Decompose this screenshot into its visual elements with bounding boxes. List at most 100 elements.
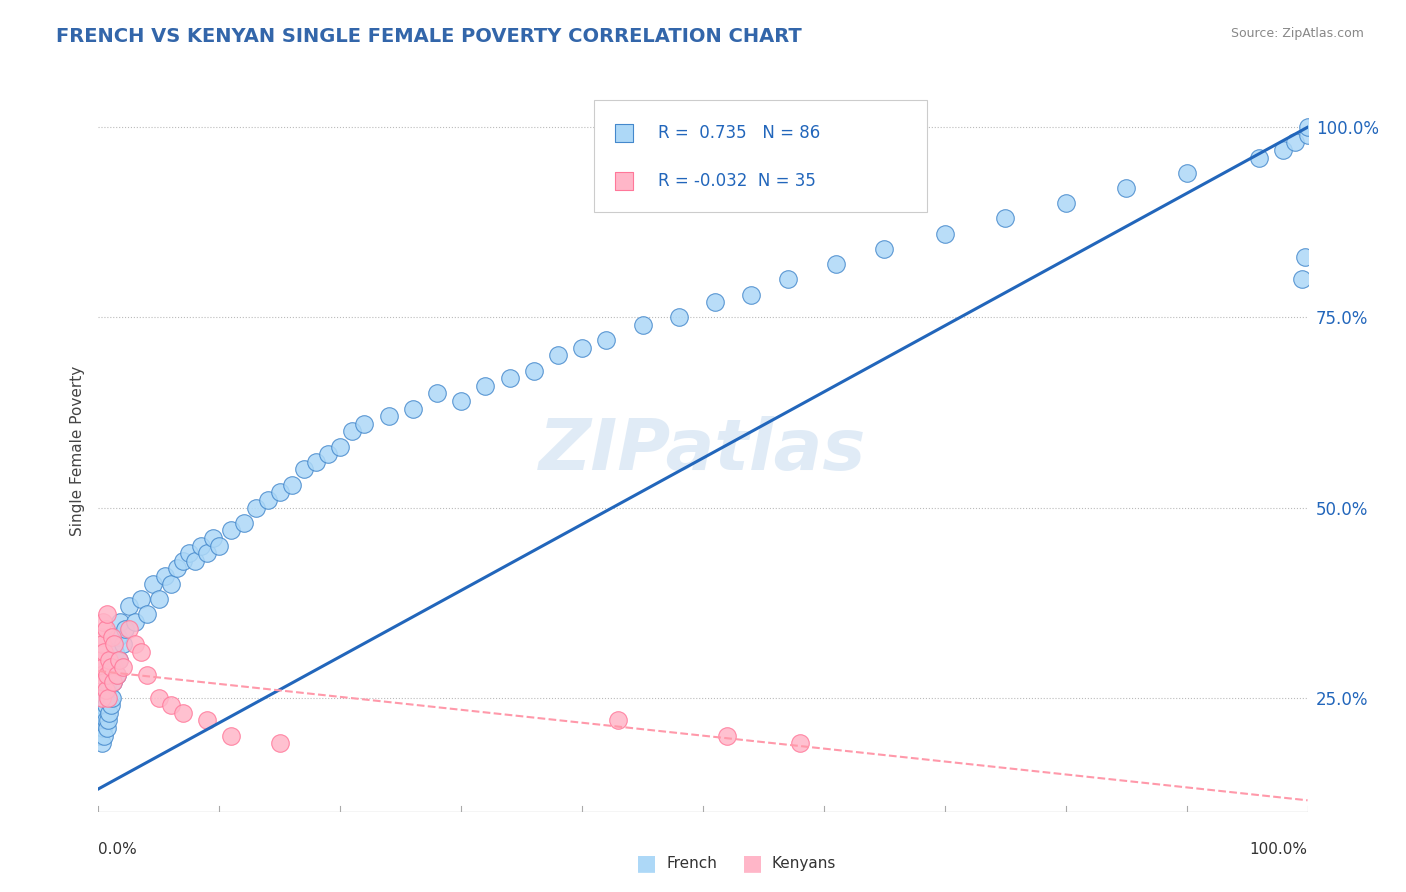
Point: [166, 561, 188, 575]
Text: Source: ZipAtlas.com: Source: ZipAtlas.com: [1230, 27, 1364, 40]
Point: [104, 645, 127, 659]
Point: [1115, 181, 1137, 195]
Point: [94, 683, 117, 698]
Point: [91, 721, 114, 735]
Point: [114, 622, 136, 636]
Point: [98, 668, 121, 682]
Point: [108, 652, 131, 666]
Point: [97, 714, 120, 728]
Point: [89, 729, 111, 743]
Text: ■: ■: [742, 854, 762, 873]
Point: [94, 698, 117, 713]
Text: 0.0%: 0.0%: [98, 842, 138, 857]
Point: [934, 227, 956, 241]
Point: [190, 539, 212, 553]
Point: [716, 729, 738, 743]
Point: [94, 622, 117, 636]
Point: [105, 668, 128, 682]
Point: [103, 637, 125, 651]
Point: [91, 736, 114, 750]
Point: [172, 706, 194, 720]
Point: [103, 660, 125, 674]
Point: [148, 690, 170, 705]
Point: [195, 714, 218, 728]
Point: [97, 675, 120, 690]
Point: [873, 242, 896, 256]
Point: [142, 576, 165, 591]
Text: ■: ■: [637, 854, 657, 873]
Point: [571, 341, 593, 355]
Point: [195, 546, 218, 560]
Point: [91, 660, 114, 674]
Point: [498, 371, 520, 385]
Point: [135, 607, 157, 621]
Point: [292, 462, 315, 476]
Point: [202, 531, 225, 545]
Point: [613, 217, 636, 231]
Point: [1294, 250, 1316, 264]
Point: [329, 440, 352, 454]
Point: [316, 447, 339, 461]
Point: [547, 348, 569, 362]
Point: [353, 417, 375, 431]
Point: [98, 706, 121, 720]
Point: [91, 615, 114, 629]
Point: [96, 721, 118, 735]
Point: [93, 729, 115, 743]
Point: [96, 607, 118, 621]
Point: [402, 401, 425, 416]
Point: [96, 683, 118, 698]
Point: [179, 546, 201, 560]
Point: [94, 714, 117, 728]
Text: French: French: [666, 856, 717, 871]
Point: [1249, 151, 1271, 165]
Point: [305, 455, 328, 469]
Point: [100, 698, 122, 713]
Point: [111, 660, 134, 674]
Point: [740, 287, 762, 301]
Point: [221, 524, 243, 538]
Point: [776, 272, 799, 286]
Text: Kenyans: Kenyans: [772, 856, 837, 871]
Point: [108, 652, 131, 666]
Point: [613, 166, 636, 180]
Text: R =  0.735   N = 86: R = 0.735 N = 86: [658, 124, 821, 142]
Point: [93, 675, 115, 690]
Point: [93, 645, 115, 659]
Point: [135, 668, 157, 682]
FancyBboxPatch shape: [595, 100, 927, 212]
Point: [100, 660, 122, 674]
Point: [256, 492, 278, 507]
Point: [153, 569, 176, 583]
Point: [89, 652, 111, 666]
Point: [160, 576, 183, 591]
Point: [789, 736, 811, 750]
Point: [994, 211, 1017, 226]
Point: [100, 690, 122, 705]
Point: [107, 630, 129, 644]
Point: [1296, 120, 1319, 135]
Point: [111, 637, 134, 651]
Point: [101, 675, 124, 690]
Point: [607, 714, 630, 728]
Point: [118, 622, 141, 636]
Point: [1272, 143, 1295, 157]
Point: [105, 668, 128, 682]
Point: [269, 736, 291, 750]
Y-axis label: Single Female Poverty: Single Female Poverty: [69, 366, 84, 535]
Text: 100.0%: 100.0%: [1250, 842, 1308, 857]
Point: [100, 652, 122, 666]
Point: [100, 630, 122, 644]
Point: [523, 363, 546, 377]
Point: [98, 652, 121, 666]
Point: [124, 615, 146, 629]
Point: [595, 333, 617, 347]
Point: [1296, 128, 1319, 142]
Point: [100, 660, 122, 674]
Point: [91, 690, 114, 705]
Point: [124, 637, 146, 651]
Point: [172, 554, 194, 568]
Point: [91, 698, 114, 713]
Point: [90, 668, 112, 682]
Point: [97, 690, 120, 705]
